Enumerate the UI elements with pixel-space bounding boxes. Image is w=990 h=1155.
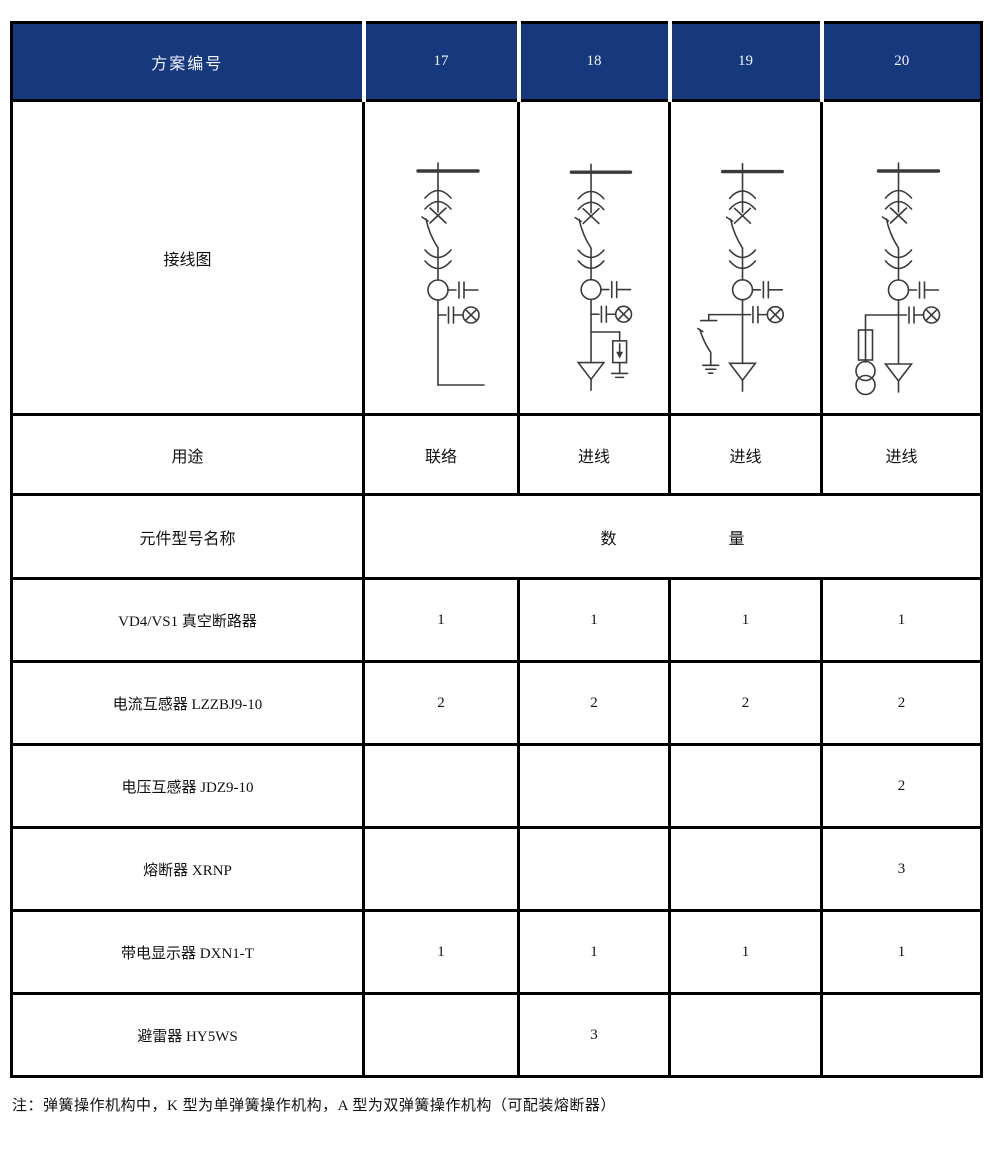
qty-cell bbox=[820, 992, 983, 1078]
cable-terminal-icon bbox=[883, 363, 914, 393]
qty-cell bbox=[668, 992, 823, 1078]
cable-terminal-icon bbox=[727, 362, 758, 392]
qty-cell: 1 bbox=[668, 577, 823, 663]
qty-cell bbox=[362, 992, 520, 1078]
component-row-ct: 电流互感器 LZZBJ9-10 2 2 2 2 bbox=[10, 660, 983, 746]
voltage-transformer-icon bbox=[855, 360, 876, 396]
qty-cell: 2 bbox=[362, 660, 520, 746]
component-label: 熔断器 XRNP bbox=[10, 826, 365, 912]
component-label: 带电显示器 DXN1-T bbox=[10, 909, 365, 995]
fuse-icon bbox=[857, 314, 900, 363]
qty-cell: 2 bbox=[517, 660, 671, 746]
qty-cell bbox=[517, 743, 671, 829]
component-row-breaker: VD4/VS1 真空断路器 1 1 1 1 bbox=[10, 577, 983, 663]
qty-cell bbox=[362, 743, 520, 829]
scheme-number-label: 方案编号 bbox=[11, 22, 364, 102]
qty-cell: 1 bbox=[362, 909, 520, 995]
quantity-span-cell: 数 量 bbox=[362, 493, 983, 580]
qty-cell: 1 bbox=[668, 909, 823, 995]
quantity-char-1: 数 bbox=[600, 530, 617, 548]
footnote: 注：弹簧操作机构中，K 型为单弹簧操作机构，A 型为双弹簧操作机构（可配装熔断器… bbox=[12, 1098, 616, 1114]
qty-cell bbox=[362, 826, 520, 912]
component-header-row: 元件型号名称 数 量 bbox=[10, 493, 983, 580]
scheme-selection-table: 方案编号 17 18 19 20 接线图 bbox=[10, 21, 983, 1078]
usage-row: 用途 联络 进线 进线 进线 bbox=[10, 413, 983, 496]
qty-cell: 1 bbox=[820, 577, 983, 663]
qty-cell: 1 bbox=[517, 577, 671, 663]
scheme-header-19: 19 bbox=[667, 22, 822, 102]
component-label: VD4/VS1 真空断路器 bbox=[10, 577, 365, 663]
single-line-diagram-17 bbox=[416, 161, 485, 386]
qty-cell: 1 bbox=[362, 577, 520, 663]
header-row: 方案编号 17 18 19 20 bbox=[11, 22, 982, 102]
qty-cell bbox=[668, 826, 823, 912]
scheme-header-17: 17 bbox=[361, 22, 519, 102]
component-row-fuse: 熔断器 XRNP 3 bbox=[10, 826, 983, 912]
component-label: 电压互感器 JDZ9-10 bbox=[10, 743, 365, 829]
qty-cell: 2 bbox=[668, 660, 823, 746]
diagram-cell-20 bbox=[820, 99, 983, 416]
qty-cell: 3 bbox=[517, 992, 671, 1078]
qty-cell bbox=[668, 743, 823, 829]
qty-cell: 1 bbox=[517, 909, 671, 995]
single-line-diagram-20 bbox=[855, 161, 942, 396]
qty-cell: 1 bbox=[820, 909, 983, 995]
earthing-switch-icon bbox=[697, 313, 744, 375]
single-line-diagram-18 bbox=[569, 162, 634, 391]
component-label: 电流互感器 LZZBJ9-10 bbox=[10, 660, 365, 746]
qty-cell: 2 bbox=[820, 660, 983, 746]
usage-cell-17: 联络 bbox=[362, 413, 520, 496]
qty-cell bbox=[517, 826, 671, 912]
qty-cell: 3 bbox=[820, 826, 983, 912]
scheme-header-18: 18 bbox=[516, 22, 670, 102]
single-line-diagram-19 bbox=[697, 161, 785, 392]
component-row-pt: 电压互感器 JDZ9-10 2 bbox=[10, 743, 983, 829]
catalog-page: 方案编号 17 18 19 20 接线图 bbox=[0, 21, 990, 1155]
usage-cell-20: 进线 bbox=[820, 413, 983, 496]
component-row-live-display: 带电显示器 DXN1-T 1 1 1 1 bbox=[10, 909, 983, 995]
scheme-header-20: 20 bbox=[819, 22, 982, 102]
component-label: 避雷器 HY5WS bbox=[10, 992, 365, 1078]
usage-row-label: 用途 bbox=[10, 413, 365, 496]
tie-link-icon bbox=[437, 314, 485, 386]
quantity-char-2: 量 bbox=[728, 530, 745, 548]
component-row-arrester: 避雷器 HY5WS 3 bbox=[10, 992, 983, 1078]
usage-cell-18: 进线 bbox=[517, 413, 671, 496]
surge-arrester-icon bbox=[590, 331, 629, 379]
diagram-cell-18 bbox=[517, 99, 671, 416]
diagram-row: 接线图 bbox=[10, 99, 983, 416]
diagram-cell-17 bbox=[362, 99, 520, 416]
cable-terminal-icon bbox=[576, 361, 606, 391]
component-name-label: 元件型号名称 bbox=[10, 493, 365, 580]
usage-cell-19: 进线 bbox=[668, 413, 823, 496]
diagram-cell-19 bbox=[668, 99, 823, 416]
diagram-row-label: 接线图 bbox=[10, 99, 365, 416]
qty-cell: 2 bbox=[820, 743, 983, 829]
